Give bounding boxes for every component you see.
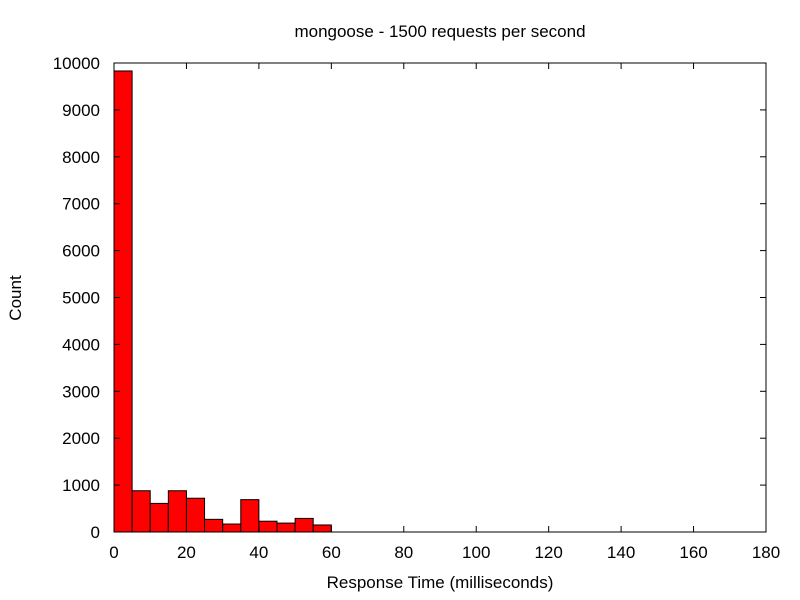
y-tick-label: 2000	[62, 429, 100, 448]
histogram-bar	[113, 70, 133, 533]
histogram-bar	[312, 524, 332, 533]
histogram-bar	[294, 517, 314, 533]
x-axis-label: Response Time (milliseconds)	[327, 573, 554, 592]
histogram-bar	[185, 497, 206, 533]
y-tick-label: 6000	[62, 242, 100, 261]
x-tick-label: 60	[322, 543, 341, 562]
x-tick-label: 120	[534, 543, 562, 562]
x-tick-label: 80	[394, 543, 413, 562]
chart-title: mongoose - 1500 requests per second	[294, 22, 585, 41]
y-tick-label: 8000	[62, 148, 100, 167]
y-tick-label: 10000	[53, 54, 100, 73]
x-tick-label: 180	[752, 543, 780, 562]
histogram-bar	[131, 490, 151, 533]
x-tick-label: 140	[607, 543, 635, 562]
y-tick-label: 3000	[62, 382, 100, 401]
histogram-bar	[258, 520, 278, 533]
x-tick-label: 100	[462, 543, 490, 562]
histogram-bar	[204, 518, 224, 533]
histogram-bar	[149, 502, 169, 533]
y-tick-label: 0	[91, 523, 100, 542]
y-axis-label: Count	[6, 275, 25, 321]
plot-frame	[113, 62, 767, 533]
y-tick-label: 4000	[62, 335, 100, 354]
x-tick-label: 0	[109, 543, 118, 562]
x-tick-label: 20	[177, 543, 196, 562]
y-tick-label: 1000	[62, 476, 100, 495]
histogram-bar	[167, 490, 187, 533]
histogram-bar	[276, 522, 296, 533]
y-tick-label: 9000	[62, 101, 100, 120]
histogram-bar	[240, 499, 260, 533]
histogram-bar	[222, 523, 242, 533]
y-tick-label: 7000	[62, 195, 100, 214]
bars-group	[113, 70, 332, 533]
x-tick-label: 40	[249, 543, 268, 562]
x-tick-label: 160	[679, 543, 707, 562]
y-tick-label: 5000	[62, 289, 100, 308]
ticks-group: 0 20 40 60 80 100 120 140 160 180 0 1000 2000 3000 400…	[53, 54, 780, 562]
